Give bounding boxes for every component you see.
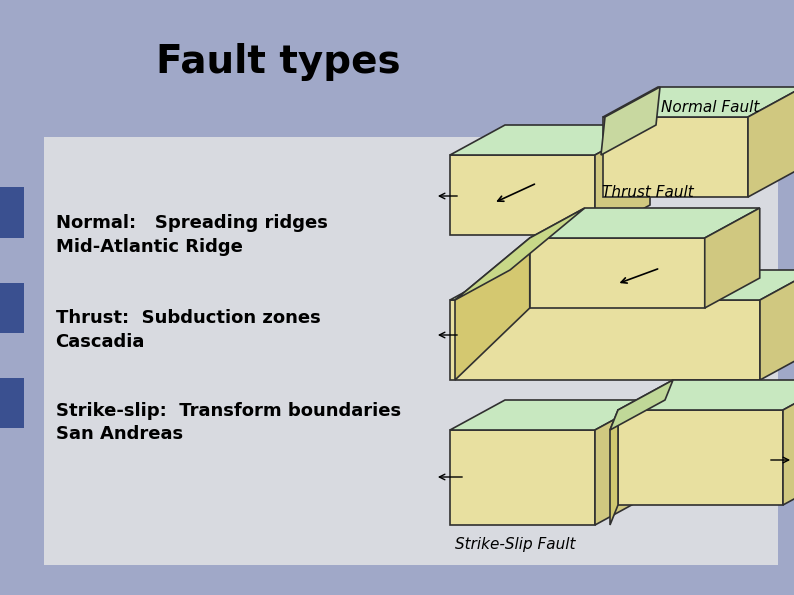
Polygon shape [450,300,760,380]
Polygon shape [760,270,794,380]
Polygon shape [450,430,595,525]
Polygon shape [595,400,650,525]
Polygon shape [705,208,760,308]
Bar [0,187,24,238]
Polygon shape [450,155,595,235]
Polygon shape [783,380,794,505]
Polygon shape [450,270,794,300]
Polygon shape [450,400,650,430]
Polygon shape [530,208,760,238]
Bar [0,378,24,428]
Polygon shape [610,380,673,430]
Polygon shape [530,238,705,308]
Polygon shape [601,87,660,155]
Polygon shape [455,238,530,380]
Polygon shape [603,117,748,197]
Text: Normal Fault: Normal Fault [661,100,759,115]
Bar [0,283,24,333]
Polygon shape [618,410,783,505]
Text: Strike-slip:  Transform boundaries
San Andreas: Strike-slip: Transform boundaries San An… [56,402,401,443]
Polygon shape [595,125,650,235]
Polygon shape [618,380,794,410]
Text: Normal:   Spreading ridges
Mid-Atlantic Ridge: Normal: Spreading ridges Mid-Atlantic Ri… [56,214,327,256]
Polygon shape [601,117,605,235]
Polygon shape [603,87,794,117]
Polygon shape [455,208,584,300]
Text: Fault types: Fault types [156,43,400,82]
Polygon shape [610,410,618,525]
Polygon shape [450,125,650,155]
Text: Thrust Fault: Thrust Fault [603,185,694,200]
Text: Thrust:  Subduction zones
Cascadia: Thrust: Subduction zones Cascadia [56,309,320,351]
Bar [44,137,778,565]
Polygon shape [748,87,794,197]
Text: Strike-Slip Fault: Strike-Slip Fault [455,537,576,552]
